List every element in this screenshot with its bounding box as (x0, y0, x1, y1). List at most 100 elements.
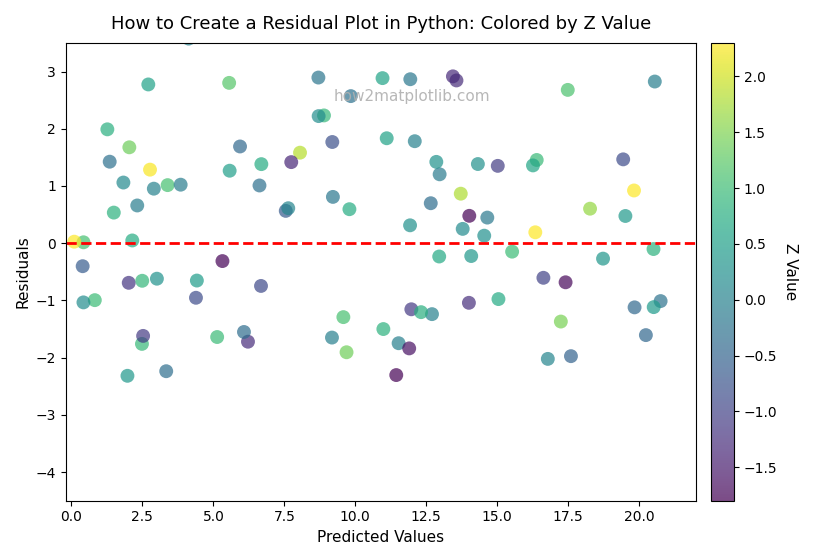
Point (480, 213, 494, 222)
Point (541, 354, 554, 363)
Point (279, 207, 292, 216)
Point (506, 247, 519, 256)
Point (648, 77, 662, 86)
Point (326, 138, 339, 147)
Point (583, 204, 596, 213)
Point (326, 193, 339, 202)
Point (424, 199, 438, 208)
Point (390, 371, 403, 380)
Y-axis label: Residuals: Residuals (15, 235, 30, 308)
Point (408, 137, 422, 146)
Point (414, 307, 428, 316)
Point (255, 160, 268, 169)
Point (318, 111, 331, 120)
Point (537, 273, 550, 282)
Point (130, 201, 144, 210)
Point (627, 186, 641, 195)
Point (405, 305, 418, 314)
Point (343, 205, 356, 214)
Point (462, 298, 475, 307)
Point (211, 333, 224, 342)
Point (429, 157, 443, 166)
Point (403, 74, 417, 83)
Point (340, 348, 354, 357)
Point (161, 181, 175, 190)
Point (465, 251, 478, 260)
Point (337, 312, 350, 321)
X-axis label: Predicted Values: Predicted Values (318, 530, 444, 545)
Point (107, 208, 120, 217)
Point (182, 34, 196, 43)
Point (76, 238, 90, 247)
Point (76, 298, 90, 307)
Point (627, 303, 641, 312)
Point (491, 295, 505, 304)
Point (255, 282, 268, 291)
Point (425, 310, 438, 319)
Point (344, 92, 358, 101)
Point (135, 276, 149, 285)
Point (121, 371, 134, 380)
Point (647, 302, 660, 311)
Point (596, 254, 610, 263)
Text: how2matplotlib.com: how2matplotlib.com (334, 88, 491, 104)
Point (142, 80, 155, 89)
Point (117, 178, 130, 187)
Point (76, 262, 89, 270)
Point (402, 344, 416, 353)
Point (619, 212, 633, 221)
Point (285, 157, 298, 166)
Point (561, 86, 575, 95)
Point (433, 170, 446, 179)
Point (174, 180, 187, 189)
Point (135, 339, 149, 348)
Point (223, 166, 236, 175)
Point (312, 111, 325, 120)
Point (144, 165, 157, 174)
Point (281, 204, 295, 213)
Point (456, 225, 470, 234)
Point (463, 211, 476, 220)
Point (136, 332, 150, 340)
Point (234, 142, 247, 151)
Point (559, 278, 572, 287)
Point (103, 157, 117, 166)
Point (312, 73, 325, 82)
Point (446, 72, 459, 81)
Point (471, 160, 485, 169)
Point (237, 328, 250, 337)
Point (617, 155, 630, 164)
Point (403, 221, 417, 230)
Point (67, 237, 81, 246)
Point (101, 125, 114, 134)
Point (528, 228, 542, 237)
Point (216, 256, 229, 265)
Point (392, 339, 406, 348)
Point (376, 325, 390, 334)
Point (88, 296, 102, 305)
Point (293, 148, 307, 157)
Point (654, 297, 667, 306)
Point (189, 293, 202, 302)
Point (554, 317, 568, 326)
Point (433, 252, 446, 261)
Title: How to Create a Residual Plot in Python: Colored by Z Value: How to Create a Residual Plot in Python:… (111, 15, 651, 33)
Point (647, 245, 660, 254)
Point (491, 161, 505, 170)
Point (125, 236, 139, 245)
Point (122, 278, 135, 287)
Point (150, 274, 164, 283)
Point (526, 161, 539, 170)
Point (454, 189, 468, 198)
Point (253, 181, 266, 190)
Y-axis label: Z Value: Z Value (783, 243, 798, 300)
Point (123, 143, 136, 152)
Point (223, 78, 236, 87)
Point (241, 337, 255, 346)
Point (564, 352, 578, 361)
Point (325, 333, 339, 342)
Point (477, 231, 491, 240)
Point (449, 76, 463, 85)
Point (639, 330, 653, 339)
Point (147, 184, 160, 193)
